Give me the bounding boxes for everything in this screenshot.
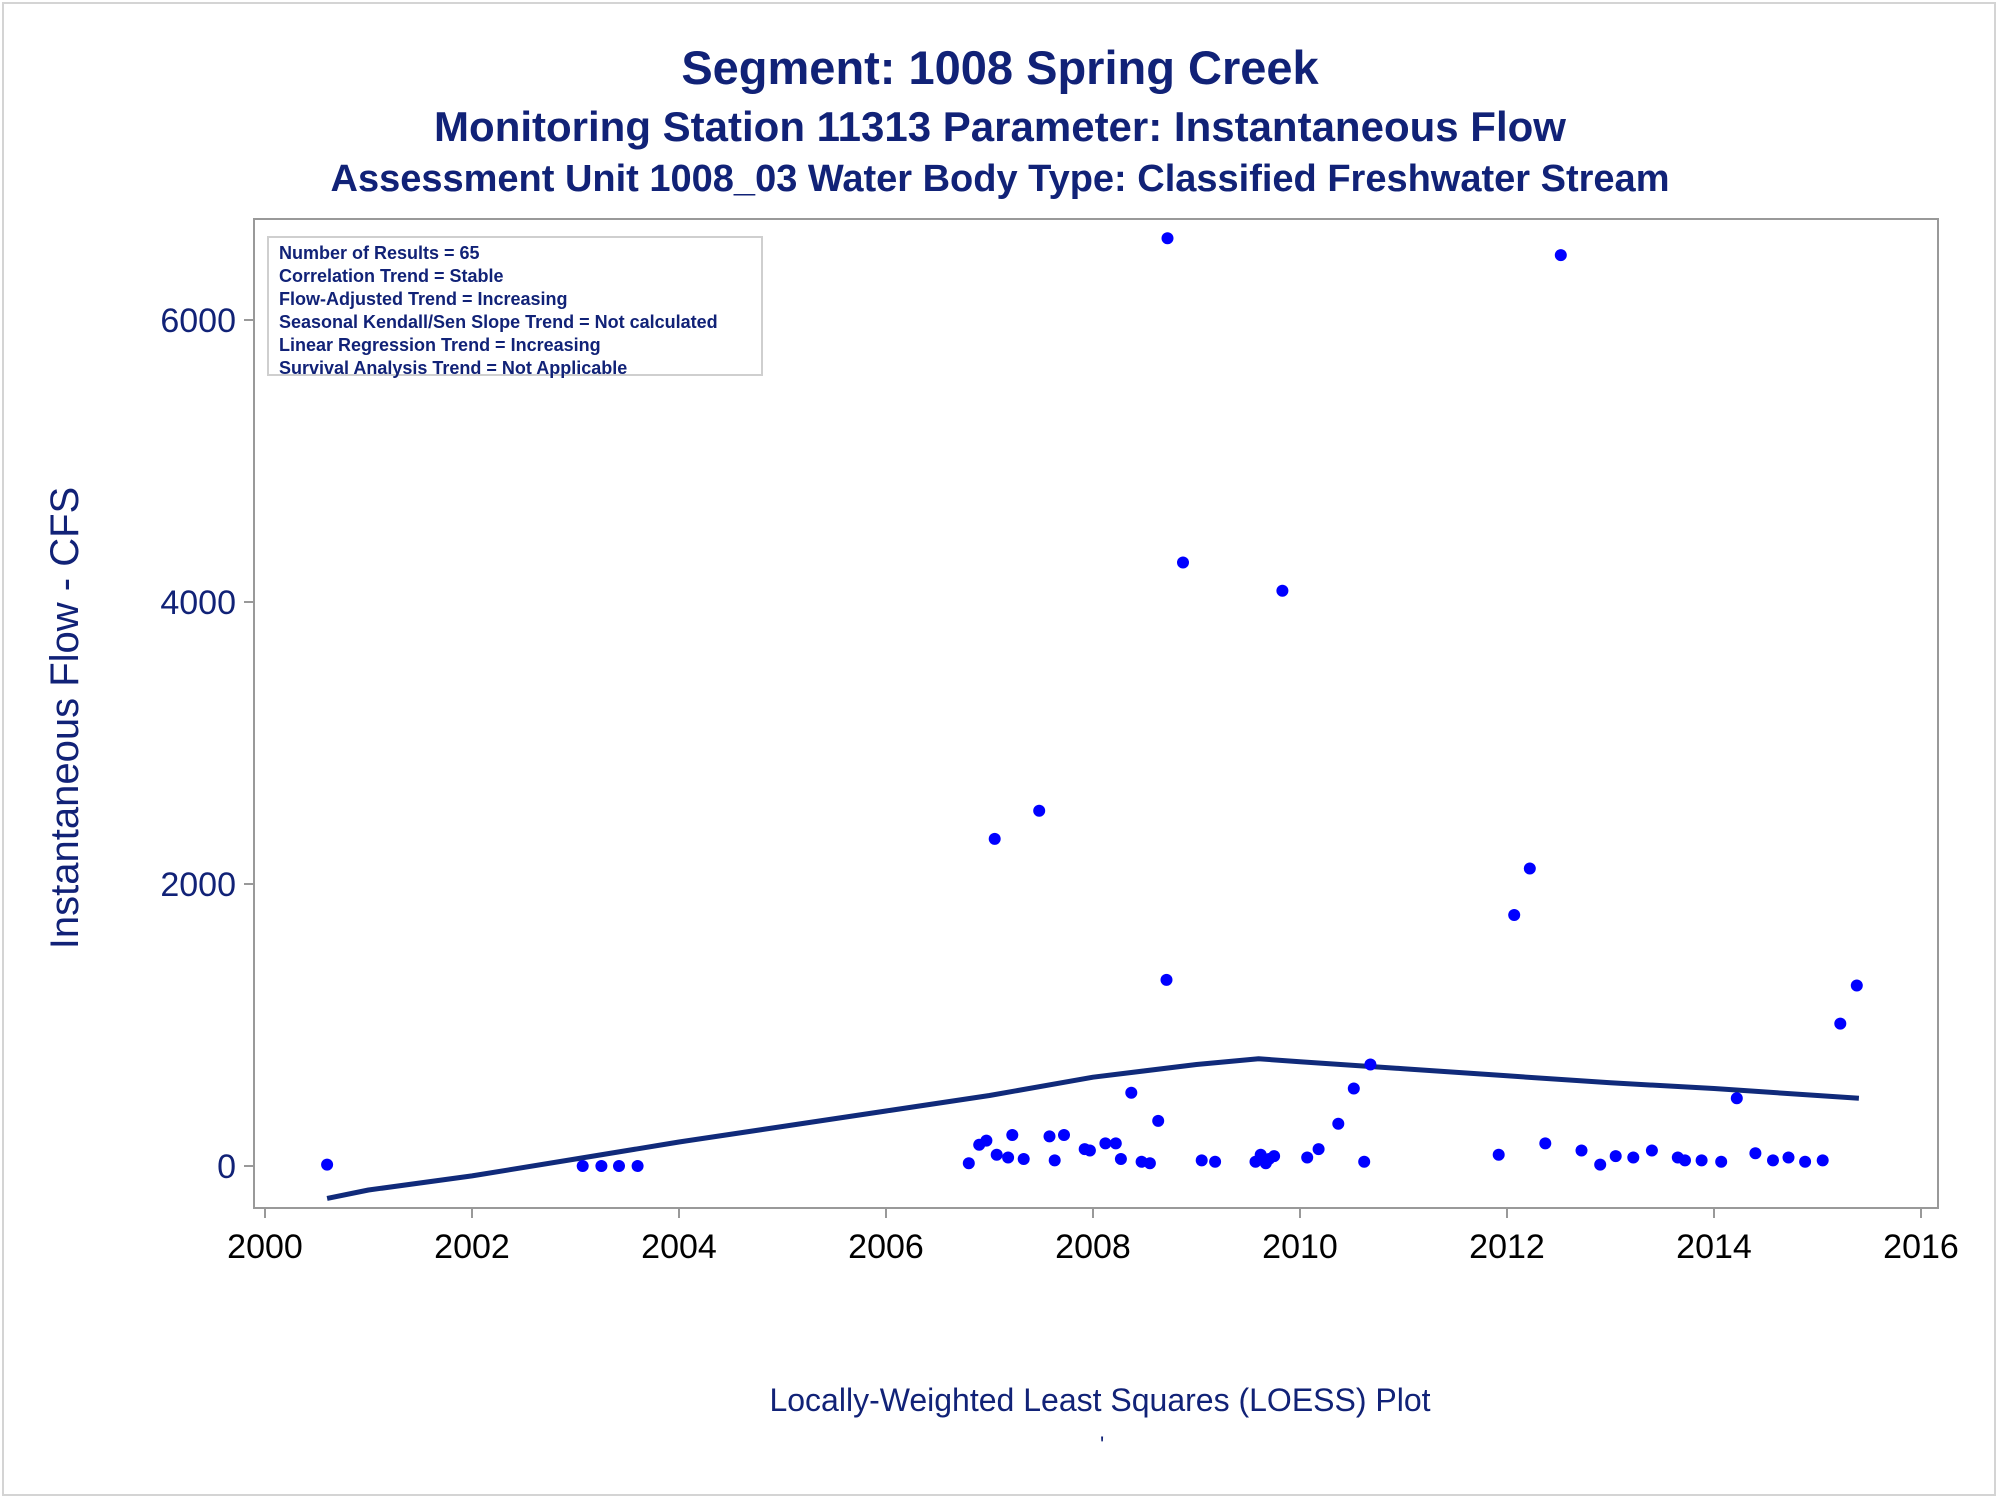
data-point [576,1160,589,1172]
data-point [1160,973,1173,986]
data-point [1002,1151,1015,1164]
data-point [1492,1148,1505,1161]
x-tick-label: 2010 [1262,1228,1338,1266]
chart-subtitle-2: Assessment Unit 1008_03 Water Body Type:… [330,158,1670,200]
data-point [1143,1157,1156,1170]
data-point [1125,1086,1138,1099]
data-point [1539,1137,1552,1150]
y-tick-label: 2000 [160,866,236,904]
data-point [1161,232,1174,245]
y-tick-label: 6000 [160,302,236,340]
data-point [1195,1154,1208,1167]
x-tick-label: 2012 [1469,1228,1545,1266]
x-axis: 2000 2002 2004 2006 2008 2010 2012 2014 2016 [227,1208,1959,1266]
data-point [1834,1017,1847,1030]
stat-linear-regression-trend: Linear Regression Trend = Increasing [279,335,601,355]
data-point [1177,556,1189,569]
x-tick-label: 2002 [434,1228,510,1266]
y-axis: 0 2000 4000 6000 [160,302,254,1186]
data-point [1695,1154,1708,1167]
stat-correlation-trend: Correlation Trend = Stable [279,266,504,286]
data-point [988,832,1001,845]
data-point [1627,1151,1640,1164]
data-point [1715,1155,1728,1168]
data-point [1575,1144,1588,1157]
data-point [1730,1092,1743,1105]
data-point [1048,1154,1061,1167]
data-point [962,1157,975,1170]
data-point [1749,1147,1762,1160]
data-point [1099,1137,1112,1150]
data-point [595,1160,608,1172]
data-point [1114,1153,1127,1165]
loess-line [326,1056,1860,1201]
data-point [1152,1114,1165,1127]
loess-layer [326,1056,1860,1201]
data-point [1508,909,1521,921]
data-point [1276,584,1289,597]
data-point [1268,1150,1281,1163]
data-point [1043,1130,1056,1143]
data-point [1109,1137,1122,1150]
data-point [980,1134,993,1147]
points-layer [321,232,1863,1172]
stat-survival-analysis-trend: Survival Analysis Trend = Not Applicable [279,358,628,378]
data-point [1799,1155,1812,1168]
chart-subtitle: Monitoring Station 11313 Parameter: Inst… [434,103,1566,150]
data-point [1364,1058,1377,1071]
plot-area [253,218,1939,1209]
data-point [1332,1117,1345,1130]
data-point [1209,1155,1222,1168]
plot-caption: Locally-Weighted Least Squares (LOESS) P… [769,1382,1431,1418]
data-point [1033,804,1046,817]
data-point [1301,1151,1314,1164]
data-point [631,1160,644,1172]
data-point [1347,1082,1360,1095]
x-tick-label: 2006 [848,1228,924,1266]
chart-title: Segment: 1008 Spring Creek [681,41,1319,94]
stat-number-of-results: Number of Results = 65 [279,243,480,263]
stat-flow-adjusted-trend: Flow-Adjusted Trend = Increasing [279,289,568,309]
data-point [1850,979,1863,992]
data-point [990,1148,1003,1161]
data-point [1782,1151,1795,1164]
y-tick-label: 4000 [160,584,236,622]
x-tick-label: 2008 [1055,1228,1131,1266]
data-point [1006,1129,1019,1141]
data-point [1358,1155,1371,1168]
x-tick-label: 2016 [1883,1228,1959,1266]
x-tick-label: 2014 [1676,1228,1752,1266]
data-point [1058,1129,1070,1141]
stat-seasonal-kendall-trend: Seasonal Kendall/Sen Slope Trend = Not c… [279,312,718,332]
data-point [1017,1153,1030,1165]
data-point [1816,1154,1829,1167]
x-tick-label: 2004 [641,1228,717,1266]
data-point [1312,1143,1325,1156]
caption-mark: ' [1100,1432,1105,1457]
data-point [1594,1158,1607,1171]
data-point [1679,1154,1691,1167]
data-point [1767,1154,1779,1167]
statistics-legend: Number of Results = 65 Correlation Trend… [267,236,763,378]
y-axis-label: Instantaneous Flow - CFS [43,487,87,949]
data-point [1554,249,1567,262]
data-point [1609,1150,1622,1163]
y-tick-label: 0 [217,1148,236,1186]
data-point [1645,1144,1658,1157]
data-point [321,1158,334,1171]
data-point [613,1160,625,1172]
x-tick-label: 2000 [227,1228,303,1266]
data-point [1523,862,1536,875]
data-point [1083,1144,1096,1157]
